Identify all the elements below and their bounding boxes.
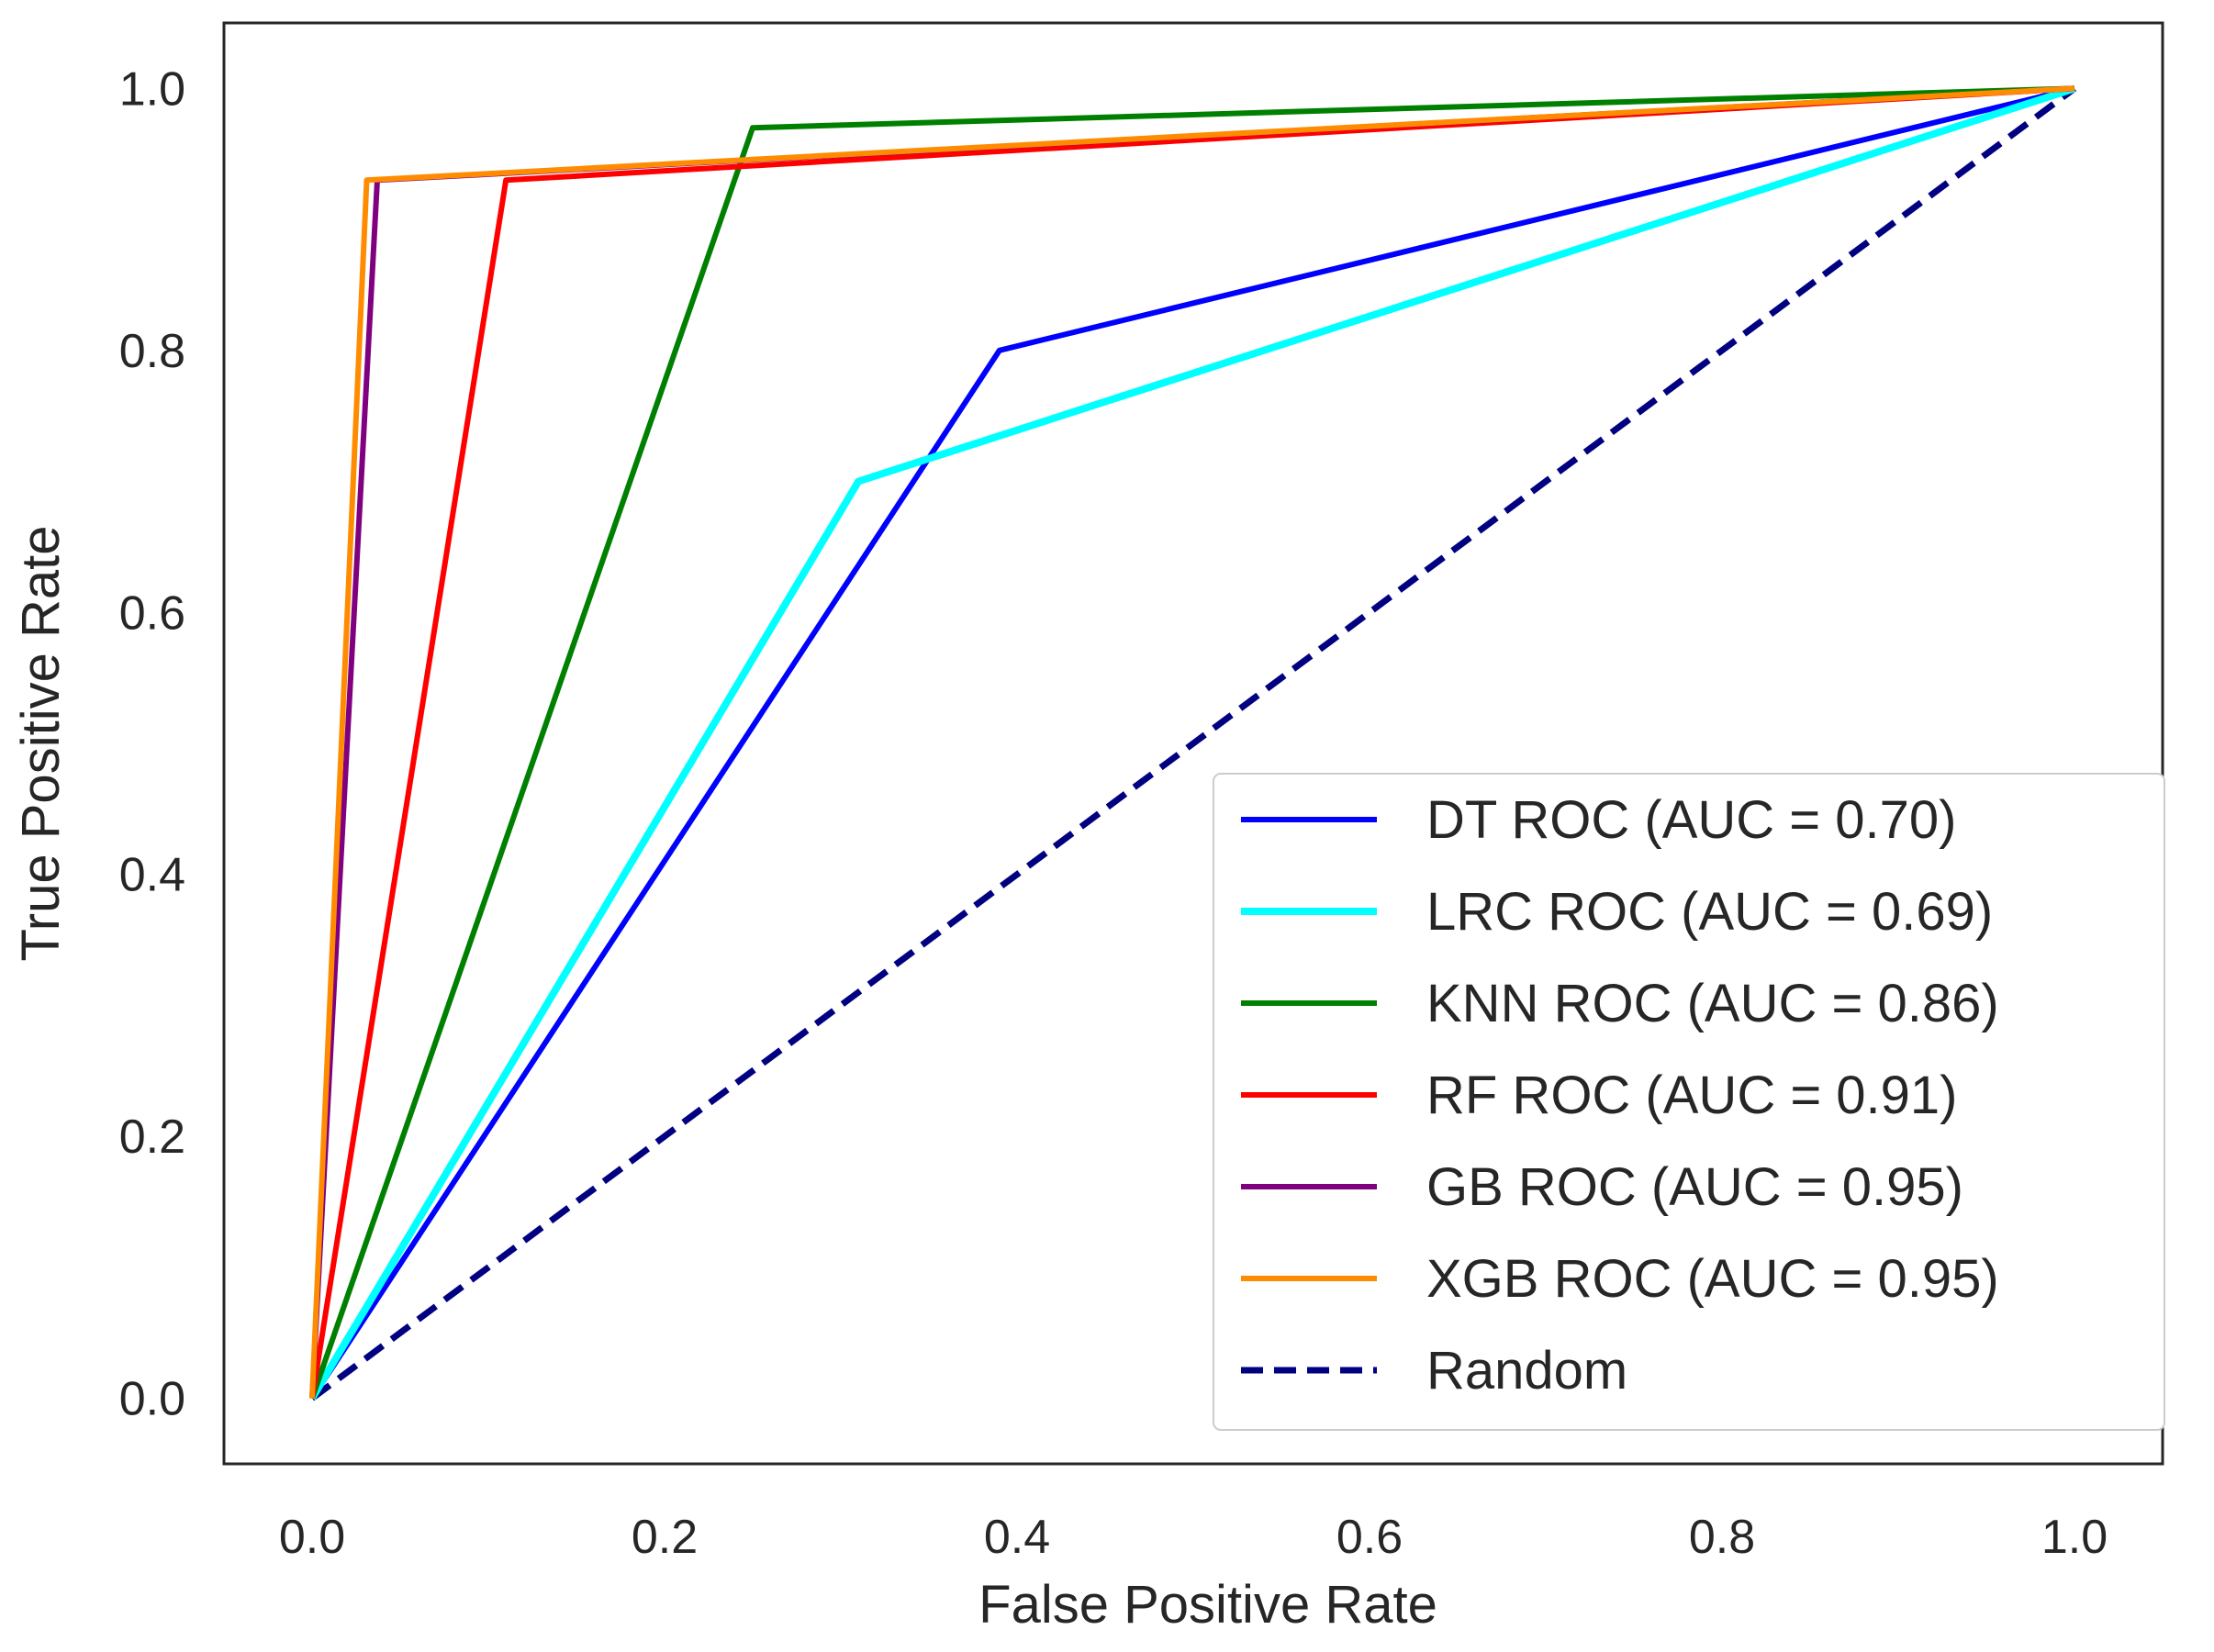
y-tick-label: 1.0 [119, 62, 185, 116]
y-tick-labels: 0.0 0.2 0.4 0.6 0.8 1.0 [119, 62, 185, 1425]
x-tick-labels: 0.0 0.2 0.4 0.6 0.8 1.0 [279, 1511, 2108, 1564]
legend-label: Random [1426, 1341, 1627, 1401]
legend-frame [1213, 773, 2165, 1431]
legend-label: XGB ROC (AUC = 0.95) [1426, 1249, 1999, 1309]
y-tick-label: 0.0 [119, 1373, 185, 1426]
y-tick-label: 0.4 [119, 849, 185, 902]
y-tick-label: 0.6 [119, 586, 185, 640]
series-line-xgb-roc [309, 85, 2075, 1399]
x-axis-label: False Positive Rate [978, 1575, 1437, 1635]
x-tick-label: 0.0 [279, 1511, 345, 1564]
y-tick-label: 0.2 [119, 1111, 185, 1164]
y-tick-label: 0.8 [119, 325, 185, 378]
legend-label: KNN ROC (AUC = 0.86) [1426, 974, 1999, 1033]
legend-label: LRC ROC (AUC = 0.69) [1426, 882, 1993, 942]
series-line-knn-roc [309, 85, 2075, 1400]
legend-label: DT ROC (AUC = 0.70) [1426, 790, 1956, 850]
y-axis-label: True Positive Rate [11, 526, 71, 962]
x-tick-label: 0.6 [1336, 1511, 1403, 1564]
series-line-dt-roc [309, 85, 2075, 1401]
series-line-random [309, 85, 2077, 1401]
legend-label: GB ROC (AUC = 0.95) [1426, 1157, 1963, 1217]
x-tick-label: 0.8 [1689, 1511, 1755, 1564]
x-tick-label: 0.2 [632, 1511, 698, 1564]
legend-label: RF ROC (AUC = 0.91) [1426, 1066, 1958, 1125]
plot-frame [222, 21, 2164, 1466]
legend: DT ROC (AUC = 0.70) LRC ROC (AUC = 0.69) K… [1213, 773, 2165, 1431]
x-tick-label: 0.4 [984, 1511, 1050, 1564]
plot-lines [308, 84, 2077, 1401]
series-line-lrc-roc [308, 84, 2076, 1401]
x-tick-label: 1.0 [2041, 1511, 2108, 1564]
